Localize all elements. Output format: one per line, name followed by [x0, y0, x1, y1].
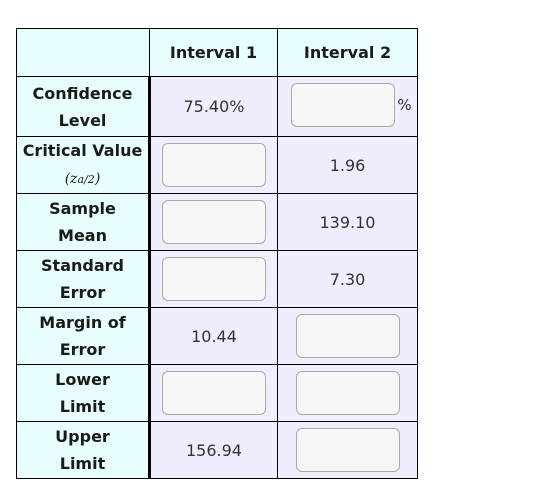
- percent-unit: %: [397, 95, 412, 114]
- confidence-level-interval-1: 75.40%: [149, 76, 278, 137]
- interval-1-header: Interval 1: [149, 28, 278, 77]
- sample-mean-interval-1-cell: [149, 193, 278, 251]
- row-label: Lower Limit: [16, 364, 151, 422]
- critical-value-interval-1-cell: [149, 136, 278, 194]
- row-label: Margin of Error: [16, 307, 151, 365]
- standard-error-interval-2: 7.30: [277, 250, 418, 308]
- row-confidence-level: Confidence Level 75.40% %: [16, 76, 418, 137]
- corner-cell: [16, 28, 150, 77]
- row-label: Upper Limit: [16, 421, 151, 479]
- label-line: Limit: [59, 454, 106, 473]
- row-label: Sample Mean: [16, 193, 151, 251]
- lower-limit-interval-2-input[interactable]: [295, 371, 400, 415]
- label-line: Lower: [55, 370, 110, 389]
- label-line: Error: [59, 340, 106, 359]
- row-margin-of-error: Margin of Error 10.44: [16, 307, 418, 365]
- margin-of-error-interval-1: 10.44: [149, 307, 278, 365]
- label-line: Critical Value: [22, 141, 143, 160]
- label-line: Confidence: [32, 83, 133, 103]
- label-line: Limit: [59, 397, 106, 416]
- upper-limit-interval-2-cell: [277, 421, 418, 479]
- standard-error-interval-1-input[interactable]: [162, 257, 266, 301]
- lower-limit-interval-1-cell: [149, 364, 278, 422]
- header-row: Interval 1 Interval 2: [16, 28, 418, 77]
- label-line: Mean: [58, 226, 107, 245]
- confidence-level-interval-2-cell: %: [277, 76, 418, 137]
- label-line: Standard: [41, 256, 124, 275]
- sample-mean-interval-2: 139.10: [277, 193, 418, 251]
- row-label: Standard Error: [16, 250, 151, 308]
- confidence-interval-table: Interval 1 Interval 2 Confidence Level 7…: [16, 28, 418, 479]
- critical-value-interval-2: 1.96: [277, 136, 418, 194]
- row-sample-mean: Sample Mean 139.10: [16, 193, 418, 251]
- label-line: Error: [59, 283, 106, 302]
- row-label: Confidence Level: [16, 76, 151, 137]
- critical-value-symbol: (za/2): [64, 171, 101, 187]
- label-line: Margin of: [39, 313, 126, 332]
- row-label: Critical Value (za/2): [16, 136, 151, 194]
- margin-of-error-interval-2-input[interactable]: [295, 314, 400, 358]
- interval-2-header: Interval 2: [277, 28, 418, 77]
- standard-error-interval-1-cell: [149, 250, 278, 308]
- confidence-level-interval-2-input[interactable]: [291, 82, 396, 127]
- lower-limit-interval-1-input[interactable]: [162, 371, 266, 415]
- sample-mean-interval-1-input[interactable]: [162, 200, 266, 244]
- row-critical-value: Critical Value (za/2) 1.96: [16, 136, 418, 194]
- row-lower-limit: Lower Limit: [16, 364, 418, 422]
- label-line: Sample: [49, 199, 116, 218]
- critical-value-interval-1-input[interactable]: [162, 143, 266, 187]
- margin-of-error-interval-2-cell: [277, 307, 418, 365]
- label-line: Upper: [55, 427, 110, 446]
- upper-limit-interval-1: 156.94: [149, 421, 278, 479]
- row-standard-error: Standard Error 7.30: [16, 250, 418, 308]
- upper-limit-interval-2-input[interactable]: [295, 428, 400, 472]
- lower-limit-interval-2-cell: [277, 364, 418, 422]
- label-line: Level: [58, 110, 107, 130]
- row-upper-limit: Upper Limit 156.94: [16, 421, 418, 479]
